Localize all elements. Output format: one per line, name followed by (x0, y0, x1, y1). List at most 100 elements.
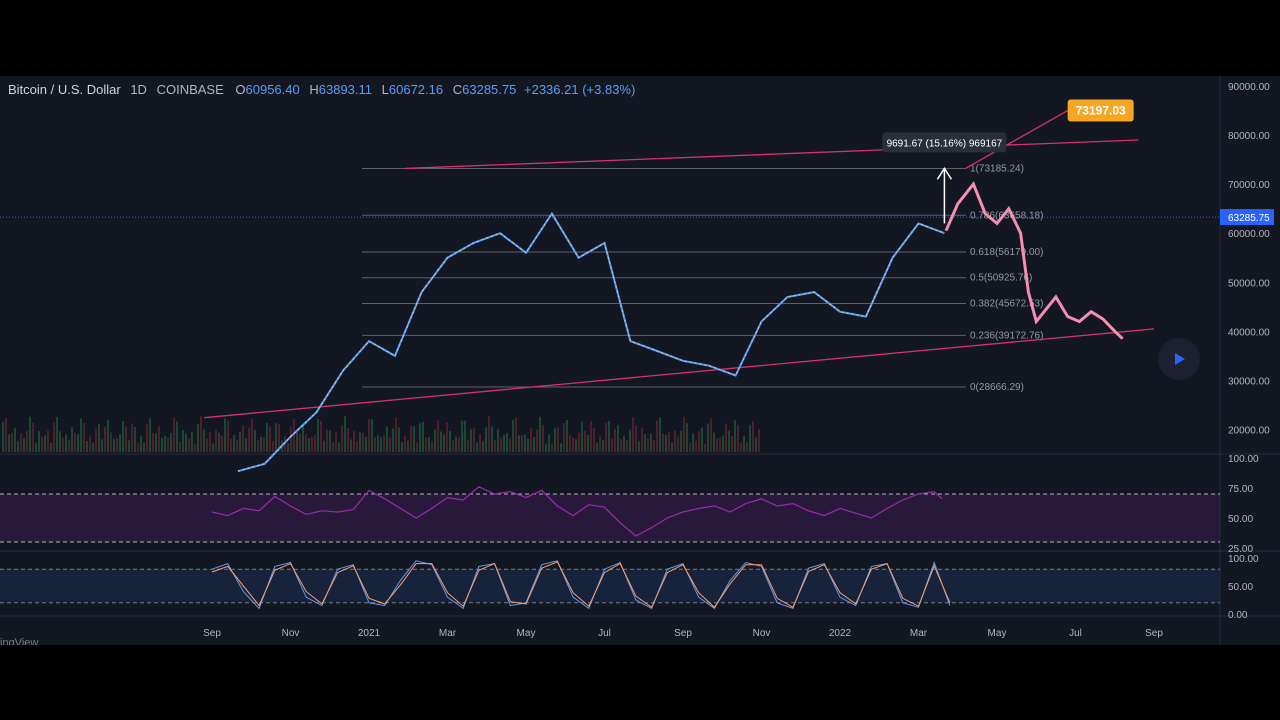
volume-bar (635, 425, 637, 452)
volume-bar (323, 440, 325, 452)
volume-bar (329, 430, 331, 452)
open-label: O (235, 82, 246, 97)
volume-bar (170, 432, 172, 452)
rsi-line (211, 486, 943, 537)
volume-bar (119, 434, 121, 452)
volume-bar (206, 438, 208, 452)
volume-bar (524, 434, 526, 452)
volume-bar (410, 425, 412, 452)
play-icon (1175, 353, 1185, 365)
volume-bar (494, 440, 496, 452)
target-price-badge (1067, 99, 1134, 122)
volume-bar (29, 416, 31, 452)
target-price-label: 73197.03 (1076, 104, 1126, 118)
volume-bar (713, 432, 715, 452)
volume-bar (20, 433, 22, 452)
volume-bar (182, 430, 184, 452)
volume-bar (83, 422, 85, 452)
volume-bar (395, 417, 397, 452)
volume-bar (173, 417, 175, 452)
volume-bar (38, 431, 40, 452)
volume-bar (59, 431, 61, 452)
volume-bar (716, 438, 718, 452)
volume-bar (653, 440, 655, 452)
volume-bar (662, 433, 664, 452)
volume-bar (401, 442, 403, 452)
volume-bar (356, 441, 358, 452)
volume-bar (722, 435, 724, 452)
volume-bar (674, 430, 676, 452)
volume-bar (164, 435, 166, 452)
watermark-text: ingView (0, 637, 39, 645)
volume-bar (2, 422, 4, 452)
volume-bar (368, 418, 370, 452)
volume-bar (419, 422, 421, 452)
volume-bar (116, 438, 118, 452)
volume-bar (302, 424, 304, 452)
fib-level-label: 0.382(45672.53) (970, 299, 1043, 310)
symbol-header: Bitcoin / U.S. Dollar 1D COINBASE O60956… (8, 82, 635, 97)
volume-bar (407, 440, 409, 452)
volume-bar (416, 442, 418, 452)
volume-bar (236, 439, 238, 452)
x-tick-label: Sep (1145, 628, 1163, 639)
volume-bar (737, 425, 739, 452)
volume-bar (512, 419, 514, 452)
rsi-band-fill (0, 494, 1220, 542)
volume-bar (476, 442, 478, 452)
volume-bar (353, 430, 355, 452)
close-value: 63285.75 (462, 82, 517, 97)
volume-bar (689, 442, 691, 452)
volume-bar (695, 440, 697, 452)
volume-bar (656, 420, 658, 452)
volume-bar (632, 417, 634, 452)
volume-bar (251, 418, 253, 452)
volume-bar (8, 434, 10, 452)
current-price-badge (1220, 209, 1274, 226)
volume-bar (398, 427, 400, 452)
volume-bar (599, 436, 601, 452)
x-tick-label: Jul (1069, 628, 1082, 639)
volume-bar (101, 439, 103, 452)
rsi-tick-label: 50.00 (1228, 514, 1253, 525)
interval-label[interactable]: 1D (130, 82, 147, 97)
replay-button[interactable] (1158, 338, 1200, 380)
volume-bar (14, 428, 16, 452)
volume-bar (194, 443, 196, 452)
fib-level-label: 1(73185.24) (970, 164, 1024, 175)
volume-bar (158, 426, 160, 452)
volume-bar (68, 439, 70, 452)
volume-bar (95, 428, 97, 452)
volume-bar (665, 435, 667, 452)
volume-bar (92, 442, 94, 452)
volume-bar (53, 422, 55, 452)
volume-bar (89, 435, 91, 452)
price-chart[interactable]: 90000.00 80000.00 70000.00 60000.00 50000.00… (0, 76, 1280, 645)
volume-bar (146, 424, 148, 452)
symbol-title[interactable]: Bitcoin / U.S. Dollar (8, 82, 121, 97)
volume-bar (536, 429, 538, 452)
volume-bar (359, 432, 361, 452)
high-label: H (309, 82, 319, 97)
volume-bar (578, 432, 580, 452)
volume-bar (458, 437, 460, 452)
volume-bar (80, 418, 82, 452)
volume-bar (74, 432, 76, 452)
volume-bar (629, 429, 631, 452)
volume-bar (710, 418, 712, 452)
volume-bar (488, 416, 490, 452)
volume-bar (671, 442, 673, 452)
volume-bar (266, 423, 268, 452)
volume-bar (557, 426, 559, 452)
measure-label: 9691.67 (15.16%) 969167 (887, 138, 1003, 149)
x-tick-label: 2021 (358, 628, 381, 639)
volume-bar (209, 432, 211, 452)
volume-bar (344, 416, 346, 452)
volume-bar (32, 422, 34, 452)
volume-bar (758, 429, 760, 452)
volume-bar (464, 420, 466, 452)
volume-bar (668, 432, 670, 452)
volume-bar (527, 438, 529, 452)
volume-bar (566, 419, 568, 452)
volume-bar (533, 437, 535, 452)
